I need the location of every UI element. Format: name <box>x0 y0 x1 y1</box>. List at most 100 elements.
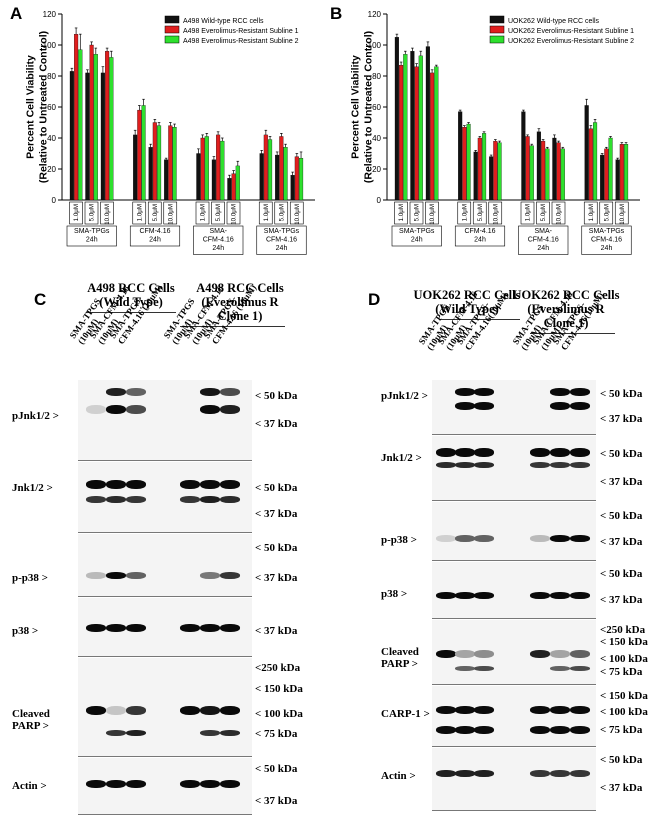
panel-b-y-tick-label: 120 <box>368 10 382 19</box>
panel-c-blot-divider <box>78 596 252 597</box>
panel-d-band <box>455 706 475 714</box>
panel-b-dose-box <box>488 201 503 225</box>
panel-c-band <box>106 405 126 414</box>
panel-b-dose-label: 1.0μM <box>461 204 468 221</box>
panel-d-kda-marker: < 150 kDa <box>600 690 648 702</box>
panel-d-band <box>474 770 494 777</box>
panel-b-bar <box>604 148 609 201</box>
panel-c-row-label: pJnk1/2 > <box>12 410 59 422</box>
panel-d-letter: D <box>368 290 381 309</box>
panel-d-kda-marker: < 37 kDa <box>600 413 643 425</box>
panel-d-kda-marker: < 50 kDa <box>600 510 643 522</box>
panel-a-legend-swatch <box>164 35 180 44</box>
panel-b-bar <box>619 144 624 201</box>
panel-a-dose-box <box>289 201 304 225</box>
panel-d-band <box>436 650 456 658</box>
panel-a-y-tick-label: 40 <box>47 134 56 143</box>
panel-a-group-box <box>66 225 117 247</box>
panel-d-band <box>570 402 590 410</box>
panel-a-bar <box>78 49 83 201</box>
panel-a-group-box <box>193 225 244 255</box>
panel-a-bar <box>298 157 304 201</box>
panel-a-dose-box <box>163 201 178 225</box>
panel-d-blot-divider <box>432 500 596 501</box>
panel-d-band <box>570 535 590 542</box>
panel-c-band <box>86 480 106 489</box>
panel-b-dose-box <box>394 201 408 225</box>
panel-a-bar <box>100 72 105 201</box>
panel-c-band <box>220 405 240 414</box>
panel-c-kda-marker: < 50 kDa <box>255 763 298 775</box>
panel-d-band <box>436 770 456 777</box>
panel-d-kda-marker: < 100 kDa <box>600 653 648 665</box>
panel-c-band <box>126 388 146 396</box>
panel-c-kda-marker: < 50 kDa <box>255 482 298 494</box>
panel-a-dose-box <box>132 201 147 225</box>
panel-a-bar <box>137 109 142 201</box>
panel-a-dose-label: 10.0μM <box>104 204 111 225</box>
panel-b-bar <box>584 105 589 201</box>
panel-b-bar <box>403 54 408 201</box>
panel-b-bar <box>414 66 419 201</box>
panel-a-y-tick-label: 0 <box>52 196 57 205</box>
panel-c-band <box>126 624 146 632</box>
panel-d-band <box>570 592 590 599</box>
panel-c-band <box>86 572 106 579</box>
panel-a-bar <box>204 136 209 201</box>
panel-a-dose-box <box>147 201 162 225</box>
panel-d-band <box>474 388 494 396</box>
panel-c-band <box>200 730 220 736</box>
panel-c-band <box>126 706 146 715</box>
panel-a-y-tick-label: 20 <box>47 165 56 174</box>
panel-c-kda-marker: < 150 kDa <box>255 683 303 695</box>
panel-d-band <box>436 726 456 734</box>
panel-d-kda-marker: < 50 kDa <box>600 448 643 460</box>
panel-d-row-label: p38 > <box>381 588 408 600</box>
panel-c-title-underline-right <box>180 326 285 327</box>
panel-c-band <box>220 624 240 632</box>
panel-a-group-label: CFM-4.16 <box>266 237 297 244</box>
panel-a-legend-swatch <box>164 25 180 34</box>
panel-c-band <box>200 706 220 715</box>
panel-c-kda-marker: < 37 kDa <box>255 625 298 637</box>
panel-a-bar <box>220 140 225 201</box>
panel-b-dose-label: 1.0μM <box>398 204 405 221</box>
panel-b-group-box <box>518 225 569 255</box>
panel-d-kda-marker: <250 kDa <box>600 624 646 636</box>
panel-b-group-box <box>454 225 506 247</box>
panel-d-band <box>530 535 550 542</box>
panel-a-bar <box>216 134 221 201</box>
panel-c-kda-marker: < 50 kDa <box>255 542 298 554</box>
panel-c-band <box>200 572 220 579</box>
panel-b-bar <box>556 142 561 201</box>
panel-b-dose-label: 5.0μM <box>477 204 484 221</box>
panel-a-bar <box>283 147 288 201</box>
panel-a-group-label: 24h <box>86 237 98 244</box>
panel-a-group-label: SMA-TPGs <box>74 228 110 235</box>
panel-b-bar <box>410 51 415 201</box>
panel-a-bar <box>105 51 110 201</box>
panel-a-group-label: SMA- <box>210 228 228 235</box>
panel-d-band <box>570 650 590 658</box>
panel-a-dose-label: 1.0μM <box>136 204 143 221</box>
panel-d-blot-divider <box>432 434 596 435</box>
panel-d-band <box>570 726 590 734</box>
panel-b-bar <box>462 127 467 201</box>
panel-d-kda-marker: < 50 kDa <box>600 568 643 580</box>
panel-d-blot-strip <box>432 686 596 746</box>
panel-b-bar <box>615 159 620 201</box>
panel-b-dose-box <box>551 201 566 225</box>
panel-c-row-label: Cleaved PARP > <box>12 708 50 732</box>
panel-b-dose-box <box>614 201 629 225</box>
panel-b-bar <box>399 65 404 201</box>
panel-b-y-tick-label: 40 <box>372 134 381 143</box>
panel-b-group-label: 24h <box>601 245 613 252</box>
panel-c-band <box>180 706 200 715</box>
panel-a-dose-label: 10.0μM <box>167 204 174 225</box>
panel-b-group-label: 24h <box>411 237 423 244</box>
panel-a-group-label: 24h <box>149 237 161 244</box>
panel-a-bar <box>200 137 205 201</box>
panel-b-group-label: CFM-4.16 <box>464 228 495 235</box>
panel-c-band <box>106 388 126 396</box>
panel-a-dose-label: 10.0μM <box>231 204 238 225</box>
